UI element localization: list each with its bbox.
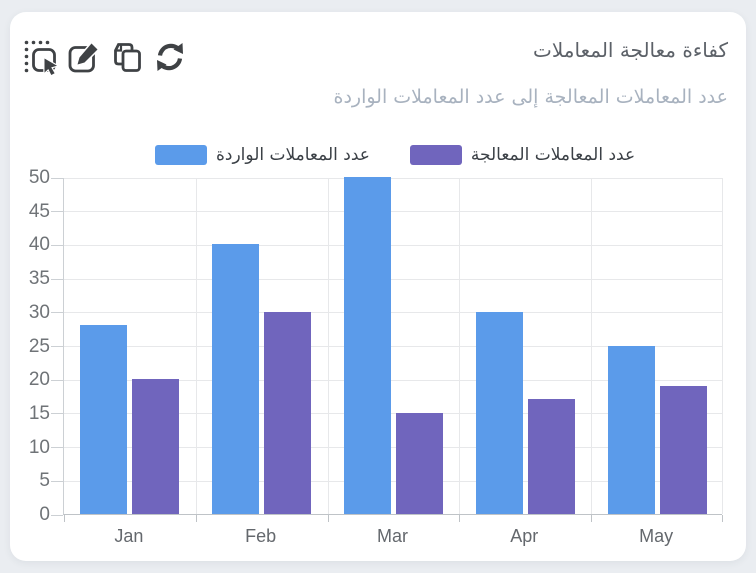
chart-widget-card: كفاءة معالجة المعاملات عدد المعاملات الم…	[10, 12, 746, 561]
widget-toolbar	[22, 38, 189, 76]
gridline-vertical	[327, 178, 329, 514]
y-axis-tick	[51, 379, 63, 381]
x-axis-label-jan: Jan	[114, 526, 144, 546]
gridline-horizontal	[64, 211, 722, 213]
y-axis-tick-label: 30	[28, 301, 50, 323]
bar-mar-series-1[interactable]	[396, 412, 443, 514]
bar-feb-series-0[interactable]	[212, 244, 260, 514]
gridline-vertical	[459, 178, 461, 514]
y-axis-tick-label: 25	[28, 335, 50, 357]
x-axis-labels: Jan Feb Mar Apr May	[63, 523, 722, 549]
legend-label: عدد المعاملات المعالجة	[470, 145, 636, 165]
bar-apr-series-0[interactable]	[475, 311, 523, 514]
y-axis-tick-label: 0	[39, 504, 50, 525]
y-axis-tick	[51, 312, 63, 314]
y-axis-tick	[51, 413, 63, 415]
gridline-vertical	[591, 178, 593, 514]
edit-button[interactable]	[65, 38, 103, 76]
legend-swatch	[409, 145, 462, 165]
x-axis-tick	[459, 515, 461, 522]
x-axis-tick	[327, 515, 329, 522]
x-axis-tick	[722, 515, 723, 522]
y-axis-tick-label: 20	[28, 369, 50, 391]
x-axis-tick	[591, 515, 593, 522]
x-axis-label-may: May	[639, 526, 674, 546]
legend-label: عدد المعاملات الواردة	[216, 145, 370, 165]
y-axis-tick	[51, 514, 63, 516]
plot-area	[51, 177, 723, 522]
refresh-icon	[157, 43, 183, 71]
y-axis-tick-label: 35	[28, 268, 50, 290]
x-axis-label-mar: Mar	[376, 526, 408, 546]
copy-button[interactable]	[108, 38, 146, 76]
y-axis-tick	[51, 278, 63, 280]
bar-jan-series-1[interactable]	[132, 379, 180, 514]
gridline-vertical	[722, 178, 723, 514]
y-axis-tick-label: 40	[28, 234, 50, 256]
bar-feb-series-1[interactable]	[264, 311, 312, 514]
y-axis-labels: 0 5 10 15 20 25 30 35 40 45 50	[10, 168, 50, 525]
gridline-horizontal	[64, 480, 722, 482]
gridline-horizontal	[64, 447, 722, 449]
gridline-vertical	[195, 178, 197, 514]
refresh-button[interactable]	[151, 38, 189, 76]
bar-may-series-0[interactable]	[607, 345, 655, 514]
y-axis-tick	[51, 211, 63, 213]
gridline-horizontal	[64, 177, 722, 179]
x-axis-tick	[64, 515, 65, 522]
widget-subtitle: عدد المعاملات المعالجة إلى عدد المعاملات…	[333, 86, 728, 108]
bar-jan-series-0[interactable]	[80, 325, 128, 514]
edit-pencil-icon	[68, 41, 100, 73]
x-axis-label-feb: Feb	[245, 526, 277, 546]
y-axis-tick-label: 15	[28, 402, 50, 424]
y-axis-tick	[51, 244, 63, 246]
gridline-horizontal	[64, 278, 722, 280]
legend-item-0[interactable]: عدد المعاملات الواردة	[155, 145, 370, 165]
x-axis-tick	[195, 515, 197, 522]
x-axis-label-apr: Apr	[510, 526, 539, 546]
y-axis-tick	[51, 177, 63, 179]
y-axis-tick-label: 5	[39, 470, 50, 492]
bar-mar-series-0[interactable]	[344, 177, 391, 514]
gridline-horizontal	[64, 413, 722, 415]
y-axis-tick	[51, 447, 63, 449]
gridline-horizontal	[64, 346, 722, 347]
widget-title: كفاءة معالجة المعاملات	[533, 38, 728, 62]
bar-may-series-1[interactable]	[659, 385, 707, 514]
copy-icon	[114, 43, 141, 72]
legend-swatch	[155, 145, 207, 165]
y-axis-tick	[51, 346, 63, 347]
gridline-horizontal	[64, 312, 722, 314]
y-axis-tick	[51, 480, 63, 482]
legend-item-1[interactable]: عدد المعاملات المعالجة	[409, 145, 636, 165]
y-axis-tick-label: 45	[28, 200, 50, 222]
drag-select-button[interactable]	[22, 38, 60, 76]
bar-apr-series-1[interactable]	[527, 399, 575, 514]
y-axis-tick-label: 10	[28, 436, 50, 458]
gridline-horizontal	[64, 244, 722, 246]
gridline-horizontal	[64, 379, 722, 381]
chart-legend: عدد المعاملات الواردة عدد المعاملات المعا…	[155, 143, 635, 167]
y-axis-tick-label: 50	[28, 167, 50, 188]
select-cursor-icon	[24, 40, 59, 75]
